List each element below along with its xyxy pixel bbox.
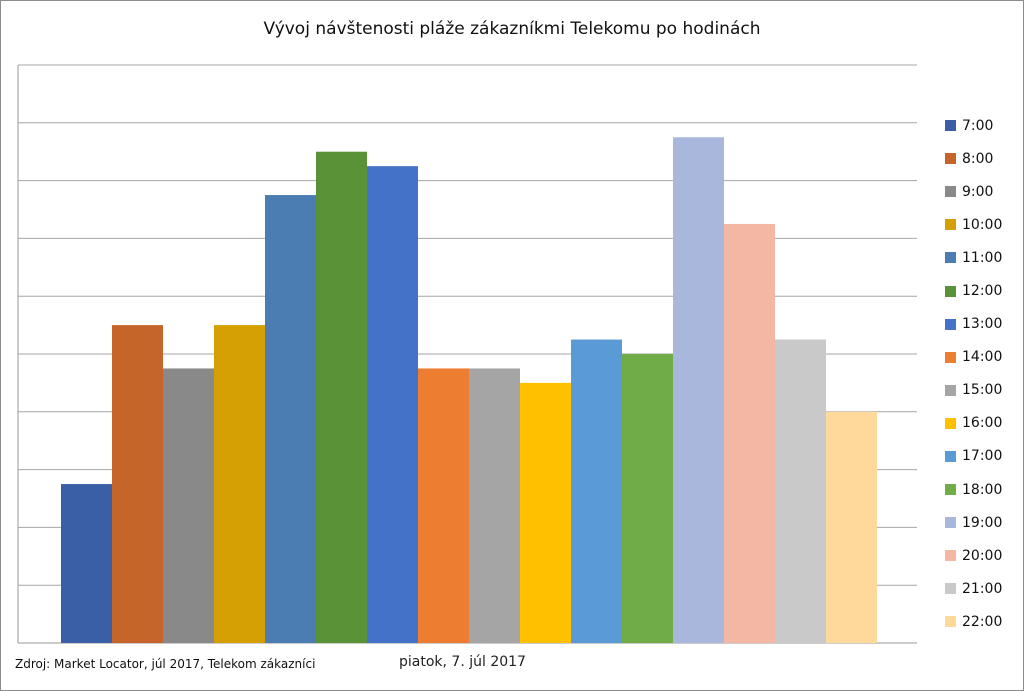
legend-label: 14:00 [962, 349, 1003, 366]
legend-item: 22:00 [945, 605, 1021, 638]
bar-19-00 [673, 137, 724, 643]
legend-label: 12:00 [962, 283, 1003, 300]
legend-item: 10:00 [945, 208, 1021, 241]
bar-14-00 [418, 368, 469, 643]
legend-label: 15:00 [962, 382, 1003, 399]
legend-swatch [945, 252, 956, 264]
legend-label: 20:00 [962, 547, 1003, 564]
bar-11-00 [265, 195, 316, 644]
legend-swatch [945, 583, 956, 595]
legend-item: 17:00 [945, 440, 1021, 473]
legend-item: 11:00 [945, 241, 1021, 274]
legend-swatch [945, 484, 956, 496]
legend-swatch [945, 550, 956, 562]
legend-swatch [945, 186, 956, 198]
legend-item: 16:00 [945, 407, 1021, 440]
bar-16-00 [520, 382, 571, 643]
chart-title: Vývoj návštenosti pláže zákazníkmi Telek… [263, 19, 761, 39]
legend-item: 18:00 [945, 473, 1021, 506]
legend-label: 10:00 [962, 216, 1003, 233]
bar-21-00 [775, 339, 826, 643]
legend-item: 8:00 [945, 142, 1021, 175]
bar-18-00 [622, 354, 673, 643]
legend-label: 18:00 [962, 481, 1003, 498]
legend-item: 7:00 [945, 109, 1021, 142]
legend-label: 9:00 [962, 183, 994, 200]
legend-label: 13:00 [962, 316, 1003, 333]
bar-13-00 [367, 166, 418, 643]
legend-label: 7:00 [962, 117, 994, 134]
legend-swatch [945, 417, 956, 429]
legend-label: 19:00 [962, 514, 1003, 531]
bar-12-00 [316, 151, 367, 643]
legend-swatch [945, 450, 956, 462]
date-label: piatok, 7. júl 2017 [399, 654, 526, 670]
legend-label: 22:00 [962, 613, 1003, 630]
legend-swatch [945, 120, 956, 132]
legend-item: 13:00 [945, 308, 1021, 341]
legend-swatch [945, 351, 956, 363]
bar-10-00 [214, 325, 265, 643]
bar-7-00 [61, 484, 112, 643]
legend-swatch [945, 219, 956, 231]
legend-item: 14:00 [945, 341, 1021, 374]
source-note: Zdroj: Market Locator, júl 2017, Telekom… [15, 657, 316, 671]
legend-item: 20:00 [945, 539, 1021, 572]
legend-swatch [945, 384, 956, 396]
bar-22-00 [826, 411, 877, 643]
legend-label: 21:00 [962, 580, 1003, 597]
legend-item: 9:00 [945, 175, 1021, 208]
legend-swatch [945, 318, 956, 330]
legend-item: 19:00 [945, 506, 1021, 539]
bar-17-00 [571, 339, 622, 643]
legend-swatch [945, 616, 956, 628]
legend-swatch [945, 153, 956, 165]
legend-swatch [945, 517, 956, 529]
legend-label: 11:00 [962, 249, 1003, 266]
legend-label: 17:00 [962, 448, 1003, 465]
bar-9-00 [163, 368, 214, 643]
legend-item: 15:00 [945, 374, 1021, 407]
bar-20-00 [724, 223, 775, 643]
legend-item: 21:00 [945, 572, 1021, 605]
bar-8-00 [112, 325, 163, 643]
legend-swatch [945, 285, 956, 297]
legend-label: 16:00 [962, 415, 1003, 432]
legend-label: 8:00 [962, 150, 994, 167]
bar-15-00 [469, 368, 520, 643]
legend-item: 12:00 [945, 274, 1021, 307]
legend: 7:00 8:00 9:00 10:00 11:00 12:00 13:00 14:00 15:… [945, 109, 1021, 639]
